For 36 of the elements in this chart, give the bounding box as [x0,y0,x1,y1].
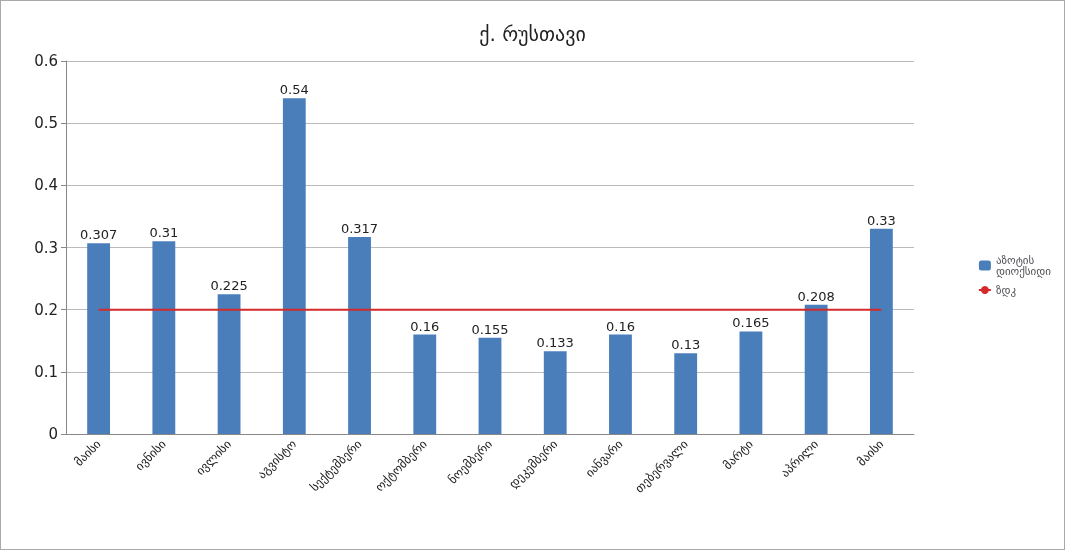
y-tick-label: 0.3 [34,238,58,257]
legend-label: ზდკ [995,283,1017,297]
bar [87,243,111,434]
data-label: 0.16 [410,318,440,334]
bar [217,294,241,434]
bar [543,351,567,434]
y-tick-label: 0.5 [34,114,58,133]
data-label: 0.54 [279,82,309,98]
bar [348,236,371,434]
y-tick-label: 0.2 [34,300,58,319]
legend-label: აზოტის დიოქსიდი [995,253,1052,278]
bar [739,331,763,434]
bar [869,228,893,434]
y-tick-label: 0.1 [34,362,58,381]
data-label: 0.133 [536,335,574,351]
bar [674,353,698,434]
bar [413,334,437,434]
y-tick-label: 0 [48,425,58,443]
data-label: 0.16 [605,318,635,334]
y-tick-label: 0.6 [34,52,58,70]
data-label: 0.13 [671,337,701,353]
bar [478,337,502,434]
chart-title: ქ. რუსთავი [479,22,586,46]
bar [152,241,176,434]
data-label: 0.33 [866,212,896,228]
bar [609,334,632,434]
data-label: 0.225 [210,278,248,294]
data-label: 0.31 [149,225,179,241]
y-tick-label: 0.4 [34,176,58,195]
data-label: 0.317 [340,220,379,236]
bar [282,98,306,434]
data-label: 0.165 [732,315,770,331]
data-label: 0.307 [80,227,118,243]
data-label: 0.155 [471,321,509,337]
bar [804,304,828,434]
data-label: 0.208 [797,288,835,304]
